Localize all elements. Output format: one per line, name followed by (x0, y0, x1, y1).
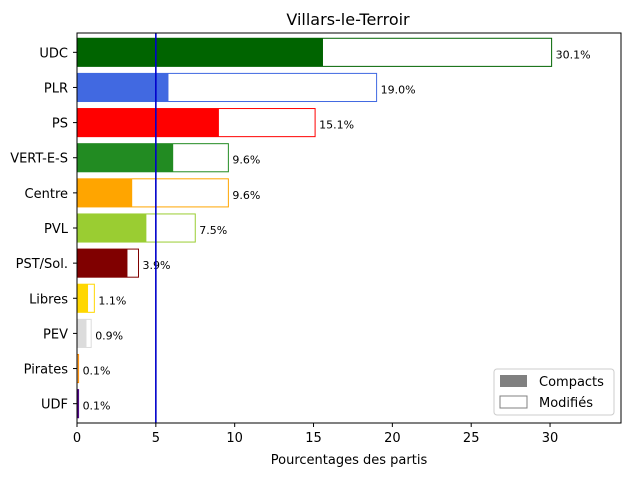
y-tick-label-5: PVL (44, 222, 69, 237)
legend: Compacts Modifiés (493, 368, 615, 416)
data-label-4: 9.6% (232, 189, 260, 202)
x-tick-label-3: 15 (305, 431, 322, 446)
y-tick-label-2: PS (52, 117, 68, 132)
data-label-2: 15.1% (319, 119, 354, 132)
data-label-10: 0.1% (83, 400, 111, 413)
y-tick-label-4: Centre (25, 187, 68, 202)
y-tick-label-1: PLR (44, 81, 68, 96)
data-label-7: 1.1% (98, 294, 126, 307)
bar-compacts-2 (77, 108, 219, 137)
y-tick-label-9: Pirates (24, 363, 69, 378)
x-tick-label-6: 30 (542, 431, 559, 446)
legend-label-modifies: Modifiés (539, 396, 593, 411)
legend-swatch-compacts (500, 375, 527, 387)
y-tick-label-0: UDC (39, 46, 68, 61)
x-axis-label: Pourcentages des partis (271, 453, 428, 468)
x-tick-label-1: 5 (152, 431, 160, 446)
x-axis: 0 5 10 15 20 25 30 (73, 423, 558, 446)
bar-compacts-4 (77, 178, 133, 207)
bar-compacts-1 (77, 73, 169, 102)
data-label-3: 9.6% (232, 154, 260, 167)
legend-label-compacts: Compacts (539, 375, 604, 390)
bar-compacts-10 (77, 389, 79, 418)
y-tick-label-8: PEV (43, 327, 68, 342)
y-tick-label-10: UDF (41, 398, 68, 413)
data-label-1: 19.0% (381, 83, 416, 96)
y-tick-label-7: Libres (29, 292, 68, 307)
bar-compacts-7 (77, 284, 89, 313)
bar-compacts-0 (77, 38, 323, 67)
x-tick-label-5: 25 (463, 431, 480, 446)
data-label-0: 30.1% (556, 48, 591, 61)
x-tick-label-2: 10 (226, 431, 243, 446)
y-tick-label-6: PST/Sol. (16, 257, 68, 272)
data-label-9: 0.1% (83, 365, 111, 378)
bar-compacts-3 (77, 143, 174, 172)
bar-compacts-6 (77, 249, 128, 278)
x-tick-label-0: 0 (73, 431, 81, 446)
legend-swatch-modifies (499, 395, 528, 409)
x-tick-label-4: 20 (384, 431, 401, 446)
bar-compacts-8 (77, 319, 87, 348)
y-axis: UDC PLR PS VERT-E-S Centre PVL PST/Sol. Libres P… (10, 46, 77, 413)
plot-area: 30.1%19.0%15.1%9.6%9.6%7.5%3.9%1.1%0.9%0… (76, 33, 591, 423)
data-label-5: 7.5% (199, 224, 227, 237)
chart-title: Villars-le-Terroir (286, 10, 410, 29)
bar-compacts-5 (77, 213, 147, 243)
data-label-8: 0.9% (95, 329, 123, 342)
y-tick-label-3: VERT-E-S (10, 152, 68, 167)
